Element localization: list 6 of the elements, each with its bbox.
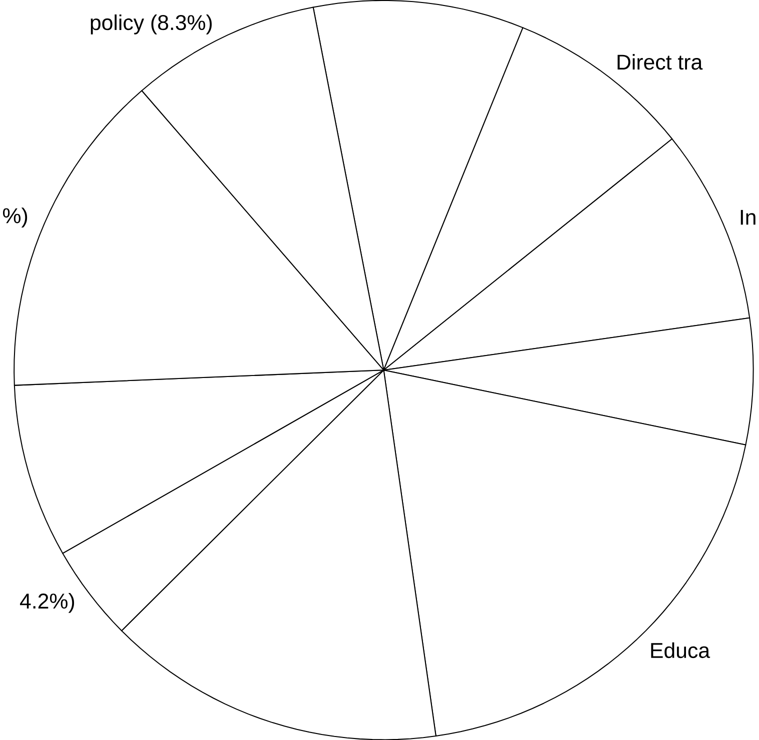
slice-label: In	[740, 210, 756, 225]
slice-label: 4.2%)	[20, 592, 74, 613]
slice-label: Educa	[651, 642, 710, 658]
slice-label: Direct tra	[618, 54, 703, 70]
slice-label: policy (8.3%)	[90, 14, 212, 34]
slice-label: %)	[3, 207, 28, 228]
